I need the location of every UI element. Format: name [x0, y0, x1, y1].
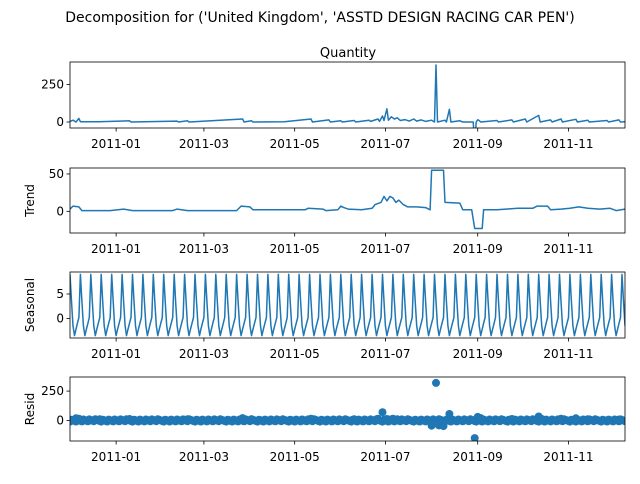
data-trend	[70, 169, 625, 230]
y-tick-label-trend: 0	[56, 204, 64, 218]
y-tick-label-quantity: 250	[41, 78, 64, 92]
figure-suptitle: Decomposition for ('United Kingdom', 'AS…	[65, 10, 575, 26]
x-tick-label-seasonal: 2011-01	[91, 347, 141, 361]
resid-point	[378, 408, 387, 417]
resid-point	[95, 415, 104, 424]
y-axis-label-seasonal: Seasonal	[23, 278, 37, 332]
resid-point	[350, 415, 359, 424]
x-tick-label-resid: 2011-03	[179, 450, 229, 464]
resid-point	[470, 434, 479, 441]
y-tick-label-seasonal: 5	[56, 287, 64, 301]
panel-title-quantity: Quantity	[320, 46, 376, 61]
x-tick-label-trend: 2011-11	[543, 242, 593, 256]
panel-quantity: 0 250 2011-01 2011-03 2011-05 2011-07 2011-09 2…	[41, 61, 626, 151]
data-quantity	[70, 64, 625, 128]
series-line-quantity	[70, 64, 625, 128]
resid-point	[125, 415, 134, 423]
y-axis-label-trend: Trend	[23, 184, 37, 218]
resid-point	[74, 414, 83, 423]
x-tick-label-seasonal: 2011-05	[270, 347, 320, 361]
resid-point	[439, 422, 448, 431]
panel-seasonal: 0 5 2011-01 2011-03 2011-05 2011-07 2011-09 201…	[23, 271, 626, 361]
resid-point	[583, 415, 592, 424]
x-tick-label-quantity: 2011-05	[270, 137, 320, 151]
series-line-trend	[70, 169, 625, 230]
x-tick-label-trend: 2011-05	[270, 242, 320, 256]
x-tick-label-quantity: 2011-07	[360, 137, 410, 151]
axes-frame-quantity	[69, 61, 626, 129]
resid-point	[507, 415, 516, 423]
series-line-seasonal	[70, 273, 625, 337]
x-tick-label-seasonal: 2011-11	[543, 347, 593, 361]
resid-point	[557, 414, 565, 423]
x-tick-label-quantity: 2011-11	[543, 137, 593, 151]
resid-point	[537, 415, 546, 423]
x-tick-label-resid: 2011-11	[543, 450, 593, 464]
x-tick-label-trend: 2011-01	[91, 242, 141, 256]
resid-point	[445, 410, 454, 418]
y-tick-label-resid: 0	[56, 413, 64, 427]
resid-point	[247, 415, 256, 424]
x-tick-label-resid: 2011-07	[360, 450, 410, 464]
x-tick-label-seasonal: 2011-09	[453, 347, 503, 361]
resid-point	[183, 415, 192, 424]
axes-frame-resid	[69, 376, 626, 442]
y-tick-label-quantity: 0	[56, 115, 64, 129]
x-tick-label-quantity: 2011-03	[179, 137, 229, 151]
x-tick-label-resid: 2011-01	[91, 450, 141, 464]
resid-point	[238, 414, 247, 423]
axes-frame-seasonal	[69, 271, 626, 339]
x-tick-label-resid: 2011-09	[453, 450, 503, 464]
y-tick-label-resid: 250	[41, 384, 64, 398]
resid-point	[393, 415, 402, 424]
y-axis-label-resid: Resid	[23, 393, 37, 425]
y-tick-label-seasonal: 0	[56, 311, 64, 325]
axes-frame-trend	[69, 167, 626, 234]
resid-point	[382, 415, 391, 423]
panel-trend: 0 50 2011-01 2011-03 2011-05 2011-07 2011-09 20…	[23, 167, 626, 256]
x-tick-label-seasonal: 2011-03	[179, 347, 229, 361]
x-tick-label-trend: 2011-07	[360, 242, 410, 256]
resid-point	[571, 414, 580, 423]
resid-point	[427, 421, 436, 430]
x-tick-label-trend: 2011-09	[453, 242, 503, 256]
x-tick-label-trend: 2011-03	[179, 242, 229, 256]
resid-point	[615, 415, 623, 424]
panels: 0 250 2011-01 2011-03 2011-05 2011-07 2011-09 2…	[23, 61, 626, 464]
x-tick-label-quantity: 2011-09	[453, 137, 503, 151]
data-seasonal	[70, 273, 625, 337]
resid-point	[432, 378, 440, 387]
resid-point	[307, 414, 315, 423]
resid-point	[374, 414, 382, 423]
x-tick-label-resid: 2011-05	[270, 450, 320, 464]
y-tick-label-trend: 50	[49, 167, 64, 181]
x-tick-label-quantity: 2011-01	[91, 137, 141, 151]
x-tick-label-seasonal: 2011-07	[360, 347, 410, 361]
panel-resid: 0 250 2011-01 2011-03 2011-05 2011-07 2011-09 2…	[23, 376, 626, 464]
data-resid	[70, 378, 625, 441]
resid-point	[476, 414, 485, 423]
